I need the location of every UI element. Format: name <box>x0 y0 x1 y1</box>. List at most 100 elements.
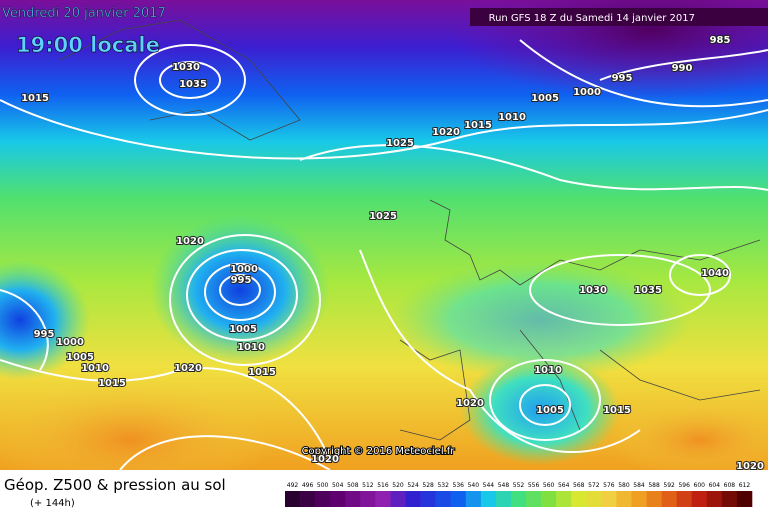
isobar-label: 1000 <box>230 264 258 275</box>
isobar-label: 1010 <box>534 365 562 376</box>
scale-label: 560 <box>543 482 555 489</box>
isobar-label: 1035 <box>634 285 662 296</box>
scale-label: 536 <box>453 482 465 489</box>
scale-cell <box>691 491 708 507</box>
scale-cell <box>676 491 693 507</box>
scale-cell <box>315 491 331 507</box>
isobar-label: 1030 <box>172 62 200 73</box>
scale-cell <box>420 491 436 507</box>
scale-label: 596 <box>678 482 690 489</box>
isobar-label: 995 <box>612 73 633 84</box>
isobar-label: 1030 <box>579 285 607 296</box>
scale-label: 612 <box>739 482 751 489</box>
scale-cell <box>736 491 753 507</box>
scale-label: 512 <box>362 482 374 489</box>
scale-label: 552 <box>513 482 525 489</box>
coastlines <box>59 19 761 441</box>
scale-cell <box>390 491 406 507</box>
scale-cell <box>646 491 662 507</box>
scale-label: 492 <box>287 482 299 489</box>
isobar-label: 1020 <box>432 127 460 138</box>
isobar-label: 1040 <box>701 268 729 279</box>
isobar-label: 1020 <box>174 363 202 374</box>
scale-label: 584 <box>633 482 645 489</box>
isobar-label: 1015 <box>21 93 49 104</box>
scale-cell <box>360 491 376 507</box>
scale-label: 528 <box>422 482 434 489</box>
scale-cell <box>631 491 647 507</box>
isobar-label: 1005 <box>229 324 257 335</box>
isobar-labels: 1030 1035 1015 985 995 990 1005 1000 1010 1015 102… <box>20 34 765 473</box>
scale-label: 564 <box>558 482 570 489</box>
isobar-label: 1000 <box>573 87 601 98</box>
scale-cell <box>571 491 587 507</box>
scale-cell <box>300 491 316 507</box>
field <box>0 260 90 380</box>
isobar-label: 1005 <box>66 352 94 363</box>
scale-cell <box>616 491 632 507</box>
scale-cell <box>526 491 542 507</box>
isobar-label: 1020 <box>176 236 204 247</box>
field <box>460 355 620 465</box>
color-scale: 492 496 500 504 508 512 516 520 524 528 532 536 540 5… <box>285 482 753 507</box>
scale-label: 520 <box>392 482 404 489</box>
scale-label: 592 <box>663 482 675 489</box>
scale-cell <box>721 491 738 507</box>
scale-label: 544 <box>483 482 495 489</box>
isobar-label: 995 <box>34 329 55 340</box>
scale-cell <box>465 491 482 507</box>
isobar-label: 1035 <box>179 79 207 90</box>
scale-label: 580 <box>618 482 630 489</box>
isobars <box>0 39 768 471</box>
scale-cell <box>556 491 572 507</box>
scale-label: 508 <box>347 482 359 489</box>
scale-label: 600 <box>694 482 706 489</box>
isobar-label: 1010 <box>498 112 526 123</box>
scale-cell <box>706 491 723 507</box>
scale-cell <box>435 491 452 507</box>
isobar-label: 1025 <box>386 138 414 149</box>
field <box>0 380 270 500</box>
scale-cell <box>661 491 677 507</box>
scale-label: 568 <box>573 482 585 489</box>
scale-cell <box>495 491 512 507</box>
run-bar <box>470 8 768 26</box>
scale-label: 504 <box>332 482 344 489</box>
scale-cell <box>330 491 346 507</box>
scale-cell <box>541 491 557 507</box>
scale-label: 532 <box>437 482 449 489</box>
scale-label: 572 <box>588 482 600 489</box>
scale-label: 556 <box>528 482 540 489</box>
isobar-label: 1010 <box>81 363 109 374</box>
scale-cell <box>480 491 497 507</box>
scale-label: 500 <box>317 482 329 489</box>
isobar-label: 1015 <box>248 367 276 378</box>
scale-label: 588 <box>648 482 660 489</box>
scale-cell <box>510 491 527 507</box>
footer-title: Géop. Z500 & pression au sol <box>4 476 226 494</box>
scale-label: 540 <box>468 482 480 489</box>
isobar-label: 1005 <box>531 93 559 104</box>
scale-cell <box>405 491 421 507</box>
run: Run GFS 18 Z du Samedi 14 janvier 2017 <box>489 13 695 24</box>
scale-label: 496 <box>302 482 314 489</box>
scale-cell <box>601 491 617 507</box>
isobar-label: 995 <box>231 275 252 286</box>
field <box>610 400 768 480</box>
scale-cell <box>450 491 467 507</box>
time: 19:00 locale <box>16 33 160 57</box>
isobar-label: 1020 <box>736 461 764 472</box>
isobar-label: 1015 <box>98 378 126 389</box>
isobar-label: 1005 <box>536 405 564 416</box>
scale-cell <box>345 491 361 507</box>
scale-label: 604 <box>709 482 721 489</box>
date: Vendredi 20 janvier 2017 <box>2 6 166 21</box>
scale-cell <box>375 491 391 507</box>
field <box>390 260 690 380</box>
scale-label: 516 <box>377 482 389 489</box>
isobar-label: 990 <box>672 63 693 74</box>
scale-cell <box>285 491 301 507</box>
scale-label: 524 <box>407 482 419 489</box>
isobar-label: 1000 <box>56 337 84 348</box>
